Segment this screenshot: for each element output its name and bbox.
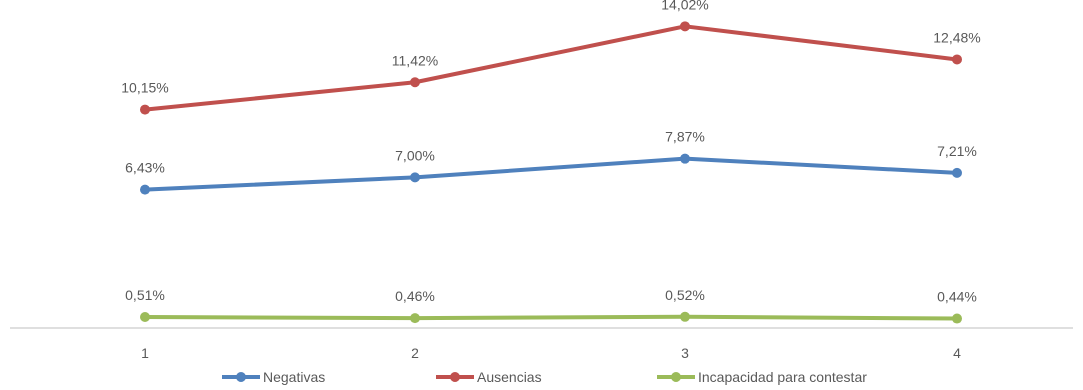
data-label-incapacidad-para-contestar: 0,52%: [665, 287, 705, 303]
legend-swatch-marker: [671, 372, 681, 382]
data-point-incapacidad-para-contestar: [140, 312, 150, 323]
data-point-ausencias: [952, 54, 962, 65]
data-point-negativas: [140, 184, 150, 195]
data-point-incapacidad-para-contestar: [952, 313, 962, 324]
series-layer: [140, 21, 962, 324]
data-label-incapacidad-para-contestar: 0,51%: [125, 287, 165, 303]
data-label-negativas: 7,87%: [665, 129, 705, 145]
data-label-negativas: 7,00%: [395, 147, 435, 163]
series-line-negativas: [143, 156, 959, 192]
legend: Negativas Ausencias Incapacidad para conte…: [222, 369, 867, 385]
x-tick-label: 2: [411, 345, 419, 361]
data-label-negativas: 6,43%: [125, 160, 165, 176]
data-labels: 6,43% 7,00% 7,87% 7,21% 10,15% 11,42% 14,02% 12…: [121, 0, 980, 305]
data-point-negativas: [680, 153, 690, 164]
legend-item-negativas: Negativas: [222, 369, 325, 385]
data-label-ausencias: 14,02%: [661, 0, 708, 12]
data-label-ausencias: 12,48%: [933, 29, 980, 45]
data-label-ausencias: 11,42%: [392, 52, 438, 68]
x-tick-label: 1: [141, 345, 149, 361]
legend-swatch-marker: [450, 372, 460, 382]
series-line-incapacidad-para-contestar: [143, 314, 959, 321]
data-point-incapacidad-para-contestar: [680, 311, 690, 322]
data-point-negativas: [410, 172, 420, 183]
data-label-incapacidad-para-contestar: 0,44%: [937, 289, 977, 305]
data-point-negativas: [952, 167, 962, 178]
data-point-incapacidad-para-contestar: [410, 313, 420, 324]
data-label-ausencias: 10,15%: [121, 80, 168, 96]
data-label-negativas: 7,21%: [937, 143, 977, 159]
x-tick-label: 4: [953, 345, 961, 361]
legend-swatch-marker: [236, 372, 246, 382]
data-point-ausencias: [680, 21, 690, 32]
data-point-ausencias: [140, 104, 150, 115]
legend-item-incapacidad-para-contestar: Incapacidad para contestar: [657, 369, 867, 385]
legend-item-ausencias: Ausencias: [436, 369, 542, 385]
legend-label: Incapacidad para contestar: [698, 369, 867, 385]
series-line-ausencias: [143, 24, 959, 112]
data-point-ausencias: [410, 77, 420, 88]
legend-label: Negativas: [263, 369, 325, 385]
legend-label: Ausencias: [477, 369, 542, 385]
x-tick-label: 3: [681, 345, 689, 361]
x-axis-ticks: 1 2 3 4: [141, 345, 961, 361]
data-label-incapacidad-para-contestar: 0,46%: [395, 288, 435, 304]
